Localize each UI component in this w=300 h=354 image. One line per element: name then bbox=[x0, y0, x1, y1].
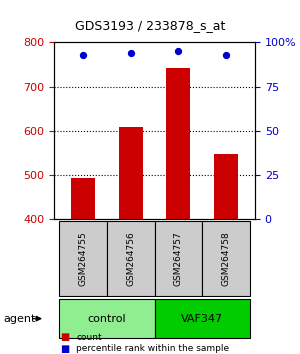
Text: agent: agent bbox=[3, 314, 35, 324]
FancyBboxPatch shape bbox=[154, 299, 250, 338]
Text: GDS3193 / 233878_s_at: GDS3193 / 233878_s_at bbox=[75, 19, 225, 32]
Text: count: count bbox=[76, 332, 102, 342]
Bar bbox=[71, 178, 95, 354]
Point bbox=[224, 52, 229, 58]
Bar bbox=[214, 154, 238, 354]
Point bbox=[128, 50, 133, 56]
FancyBboxPatch shape bbox=[202, 221, 250, 296]
Point bbox=[80, 52, 85, 58]
Text: ■: ■ bbox=[60, 344, 69, 354]
FancyBboxPatch shape bbox=[154, 221, 202, 296]
Text: percentile rank within the sample: percentile rank within the sample bbox=[76, 344, 230, 353]
Text: GSM264758: GSM264758 bbox=[222, 231, 231, 286]
FancyBboxPatch shape bbox=[59, 299, 154, 338]
Bar bbox=[118, 127, 142, 354]
FancyBboxPatch shape bbox=[59, 221, 106, 296]
Text: GSM264757: GSM264757 bbox=[174, 231, 183, 286]
Text: control: control bbox=[87, 314, 126, 324]
Bar bbox=[167, 68, 191, 354]
Text: GSM264755: GSM264755 bbox=[78, 231, 87, 286]
Text: VAF347: VAF347 bbox=[181, 314, 224, 324]
Text: GSM264756: GSM264756 bbox=[126, 231, 135, 286]
Text: ■: ■ bbox=[60, 332, 69, 342]
Point bbox=[176, 48, 181, 54]
FancyBboxPatch shape bbox=[106, 221, 154, 296]
